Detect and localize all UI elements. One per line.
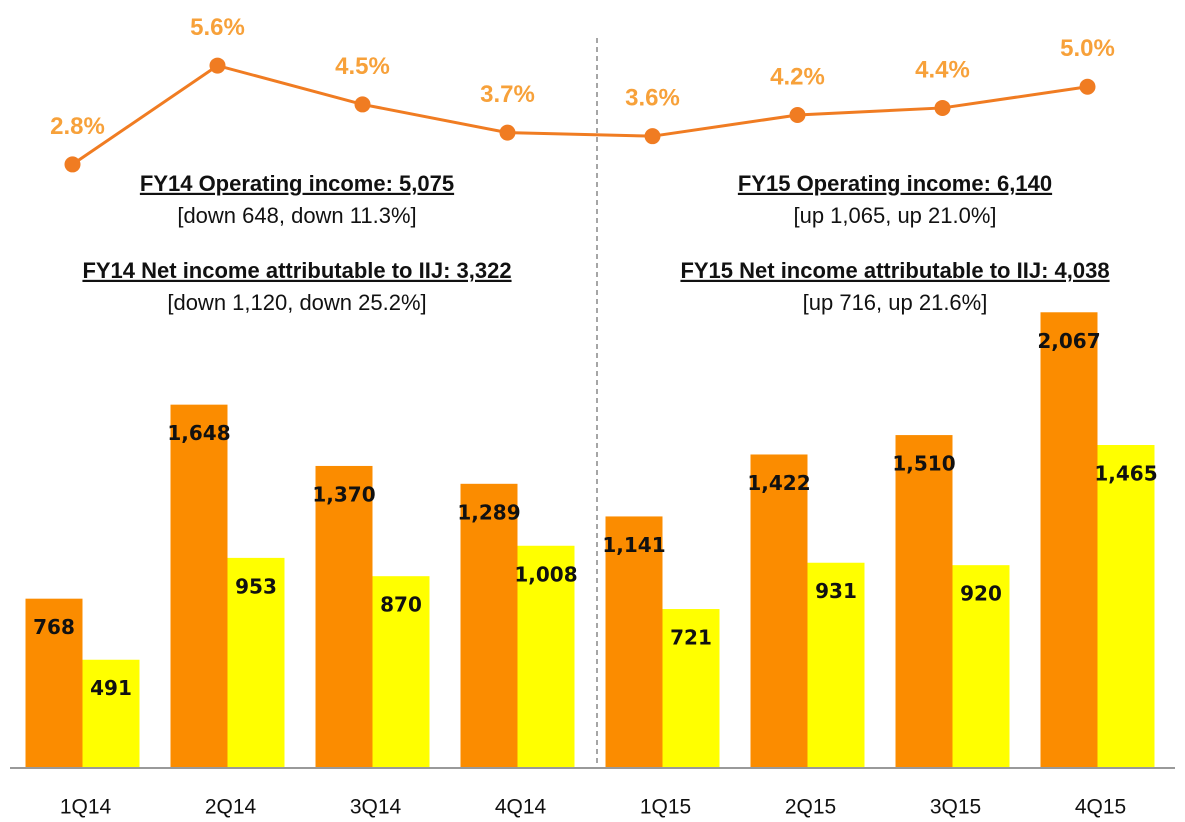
annotation: [up 1,065, up 21.0%] [793, 203, 996, 228]
bar [517, 545, 575, 768]
data-label: 491 [90, 676, 132, 700]
x-tick-label: 3Q15 [930, 796, 981, 819]
bar [952, 565, 1010, 768]
bar [372, 576, 430, 768]
bar [605, 516, 663, 768]
data-label: 1,370 [312, 482, 375, 506]
data-label: 931 [815, 579, 857, 603]
margin-point [499, 124, 516, 141]
data-label: 3.6% [625, 85, 680, 112]
x-tick-label: 4Q14 [495, 796, 547, 819]
data-label: 5.6% [190, 14, 245, 41]
x-tick-label: 4Q15 [1075, 796, 1126, 819]
bar [315, 465, 373, 768]
data-label: 1,422 [747, 471, 810, 495]
data-label: 4.4% [915, 56, 970, 83]
annotation: [down 648, down 11.3%] [177, 203, 416, 228]
bar [1097, 445, 1155, 768]
bar [1040, 312, 1098, 768]
bar [807, 562, 865, 768]
data-label: 2,067 [1037, 329, 1100, 353]
data-label: 1,648 [167, 421, 230, 445]
x-tick-label: 1Q14 [60, 796, 112, 819]
annotation: [down 1,120, down 25.2%] [167, 290, 426, 315]
data-label: 920 [960, 582, 1002, 606]
data-label: 4.5% [335, 53, 390, 80]
data-label: 1,465 [1094, 462, 1157, 486]
bar [227, 557, 285, 768]
x-tick-label: 2Q14 [205, 796, 257, 819]
x-tick-label: 3Q14 [350, 796, 402, 819]
annotation: FY15 Net income attributable to IIJ: 4,0… [680, 258, 1109, 283]
data-label: 2.8% [50, 113, 105, 140]
data-label: 768 [33, 615, 75, 639]
bar [460, 483, 518, 768]
data-label: 1,141 [602, 533, 665, 557]
annotation: FY14 Operating income: 5,075 [140, 171, 454, 196]
data-label: 3.7% [480, 81, 535, 108]
bar [170, 404, 228, 768]
annotation: FY15 Operating income: 6,140 [738, 171, 1052, 196]
data-label: 1,008 [514, 562, 577, 586]
bar [895, 435, 953, 768]
bar [25, 598, 83, 768]
bar [82, 659, 140, 768]
margin-point [934, 99, 951, 116]
margin-point [644, 128, 661, 145]
margin-point [1079, 78, 1096, 95]
annotation: [up 716, up 21.6%] [803, 290, 988, 315]
data-label: 721 [670, 626, 712, 650]
data-label: 5.0% [1060, 35, 1115, 62]
margin-point [209, 57, 226, 74]
bar [662, 609, 720, 768]
x-tick-label: 1Q15 [640, 796, 691, 819]
data-label: 1,510 [892, 452, 955, 476]
data-label: 953 [235, 574, 277, 598]
annotation: FY14 Net income attributable to IIJ: 3,3… [82, 258, 511, 283]
x-tick-label: 2Q15 [785, 796, 836, 819]
data-label: 4.2% [770, 63, 825, 90]
margin-point [354, 96, 371, 113]
bar [750, 454, 808, 768]
margin-point [789, 107, 806, 123]
margin-point [64, 156, 81, 173]
data-label: 870 [380, 593, 422, 617]
data-label: 1,289 [457, 500, 520, 524]
margin-line [71, 63, 1088, 166]
